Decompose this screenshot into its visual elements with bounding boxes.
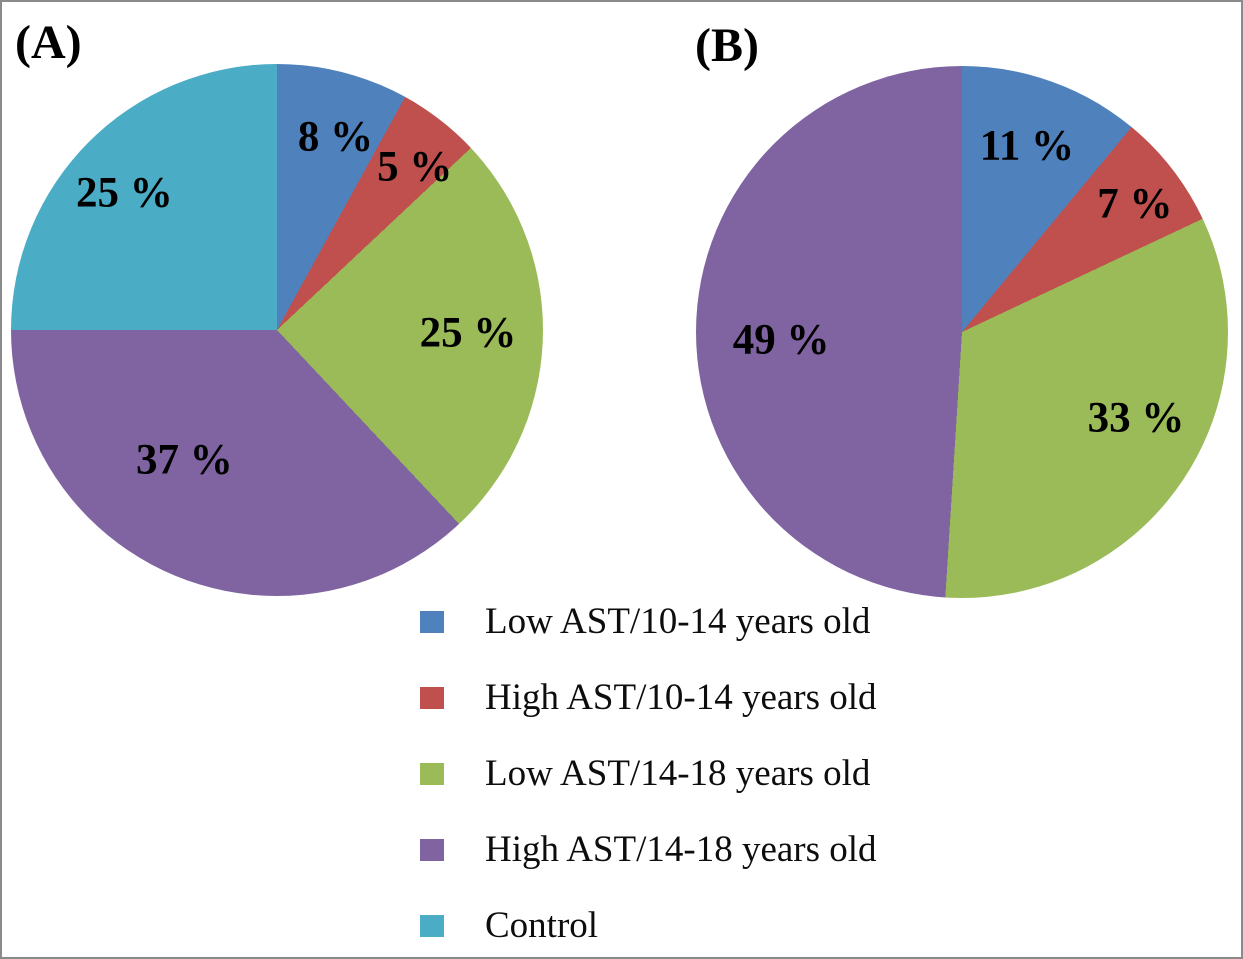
- legend-item: Low AST/14-18 years old: [420, 752, 877, 796]
- pie-chart-a: 8 % 5 % 25 % 37 % 25 %: [11, 64, 543, 596]
- slice-label: 37 %: [136, 436, 233, 484]
- slice-label: 7 %: [1097, 180, 1173, 228]
- slice-label: 25 %: [419, 309, 517, 357]
- panel-label-b: (B): [695, 19, 759, 72]
- legend-swatch-green: [420, 763, 444, 785]
- slice-label: 25 %: [75, 169, 173, 217]
- legend: Low AST/10-14 years old High AST/10-14 y…: [420, 600, 877, 948]
- legend-label: High AST/14-18 years old: [485, 829, 877, 870]
- legend-label: Low AST/14-18 years old: [485, 753, 871, 794]
- legend-item: High AST/14-18 years old: [420, 828, 877, 872]
- legend-item: Low AST/10-14 years old: [420, 600, 877, 644]
- legend-label: High AST/10-14 years old: [485, 677, 877, 718]
- legend-swatch-blue: [420, 611, 444, 633]
- legend-label: Control: [485, 905, 599, 946]
- pie-chart-b: 11 % 7 % 33 % 49 %: [696, 66, 1228, 598]
- legend-swatch-red: [420, 687, 444, 709]
- panel-label-a: (A): [15, 16, 82, 69]
- legend-item: High AST/10-14 years old: [420, 676, 877, 720]
- legend-swatch-cyan: [420, 915, 444, 937]
- legend-swatch-purple: [420, 839, 444, 861]
- slice-label: 8 %: [297, 113, 374, 161]
- slice-label: 11 %: [979, 122, 1075, 170]
- legend-item: Control: [420, 904, 877, 948]
- slice-label: 33 %: [1087, 394, 1185, 442]
- slice-label: 5 %: [377, 143, 453, 191]
- legend-label: Low AST/10-14 years old: [485, 601, 871, 642]
- slice-label: 49 %: [732, 316, 830, 364]
